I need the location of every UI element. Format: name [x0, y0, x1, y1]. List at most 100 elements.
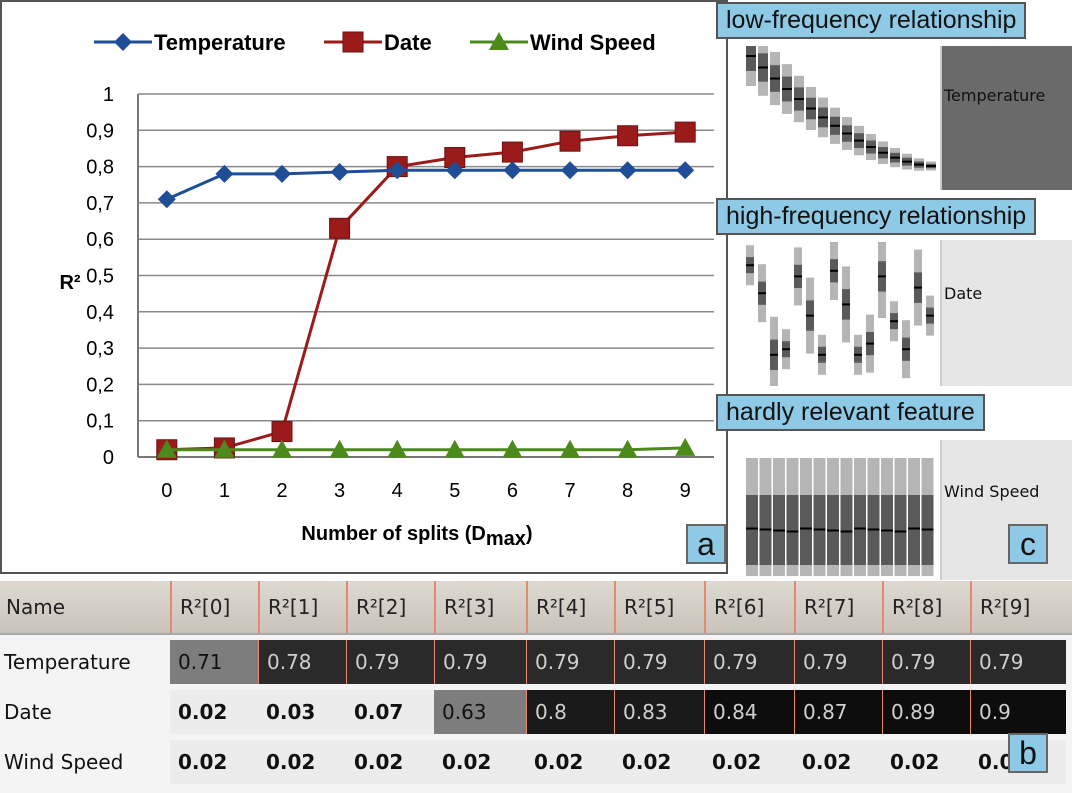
y-tick-label: 1 [103, 84, 114, 106]
data-point [214, 439, 235, 458]
thumb-box [914, 158, 924, 171]
data-point [330, 163, 349, 182]
x-tick-label: 9 [680, 480, 691, 502]
x-tick-label: 7 [564, 480, 575, 502]
data-point [272, 439, 292, 458]
panel-tag-b: b [1008, 733, 1048, 773]
column-header-name[interactable]: Name [6, 595, 66, 619]
value-cell: 0.79 [970, 640, 1066, 684]
panel-tag-c: c [1008, 524, 1048, 564]
thumb-box [902, 320, 910, 379]
data-point [674, 121, 696, 143]
column-header-r2-3[interactable]: R²[3] [434, 581, 526, 633]
column-header-r2-6[interactable]: R²[6] [704, 581, 794, 633]
data-point [559, 130, 581, 152]
value-cell: 0.02 [882, 740, 970, 784]
feature-label-wind-speed: Wind Speed [944, 482, 1040, 501]
value-cell: 0.63 [434, 690, 526, 734]
value-cell: 0.79 [614, 640, 704, 684]
thumb-box [818, 97, 828, 138]
row-name-cell: Date [4, 700, 52, 724]
value-cell: 0.79 [794, 640, 882, 684]
value-cell: 0.78 [258, 640, 346, 684]
thumb-box [926, 161, 936, 171]
value-cell: 0.89 [882, 690, 970, 734]
thumb-box [854, 125, 864, 156]
column-header-r2-8[interactable]: R²[8] [882, 581, 970, 633]
thumb-box [830, 107, 840, 144]
thumb-box [866, 134, 876, 161]
table-row[interactable]: Date 0.02 0.03 0.07 0.63 0.8 0.83 0.84 0.87 0.89 0… [0, 687, 1072, 737]
legend-item: Wind Speed [470, 30, 656, 55]
value-cell: 0.79 [346, 640, 434, 684]
results-table: Name R²[0] R²[1] R²[2] R²[3] R²[4] R²[5]… [0, 581, 1072, 793]
thumb-box [926, 295, 934, 336]
y-tick-label: 0,5 [86, 266, 114, 288]
thumb-box [746, 458, 758, 576]
column-header-r2-9[interactable]: R²[9] [970, 581, 1072, 633]
data-point [675, 437, 696, 456]
data-point [617, 125, 639, 147]
column-header-r2-4[interactable]: R²[4] [526, 581, 614, 633]
data-point [444, 439, 465, 458]
legend-marker [342, 31, 364, 53]
legend-label: Wind Speed [530, 30, 656, 55]
data-point [560, 439, 580, 458]
data-point [445, 161, 464, 180]
value-cell: 0.02 [170, 690, 258, 734]
value-cell: 0.02 [614, 740, 704, 784]
column-header-r2-7[interactable]: R²[7] [794, 581, 882, 633]
thumb-box [867, 458, 880, 576]
data-point [676, 161, 695, 180]
series-temperature [157, 161, 695, 209]
y-tick-label: 0 [103, 447, 114, 469]
data-point [503, 161, 522, 180]
thumb-box [770, 316, 778, 393]
thumb-box [770, 51, 780, 106]
thumb-box-inner [746, 495, 758, 565]
data-point [617, 439, 638, 458]
thumb-box-inner [894, 495, 907, 565]
temperature-boxplot-thumb [746, 26, 936, 171]
column-header-r2-5[interactable]: R²[5] [614, 581, 704, 633]
thumb-box [794, 75, 804, 123]
thumb-box [830, 242, 838, 300]
x-tick-label: 1 [219, 480, 230, 502]
value-cell: 0.87 [794, 690, 882, 734]
x-tick-label: 0 [161, 480, 172, 502]
thumb-box [746, 245, 754, 286]
x-tick-label: 5 [449, 480, 460, 502]
thumb-box [840, 458, 853, 576]
data-point [387, 439, 408, 458]
thumb-box [878, 141, 888, 165]
y-tick-label: 0,8 [86, 157, 114, 179]
value-cell: 0.79 [882, 640, 970, 684]
table-row[interactable]: Wind Speed 0.02 0.02 0.02 0.02 0.02 0.02 0.02 0.… [0, 737, 1072, 787]
value-cell: 0.79 [526, 640, 614, 684]
column-header-r2-0[interactable]: R²[0] [170, 581, 258, 633]
thumb-box [759, 458, 772, 576]
feature-band-temperature: Temperature [940, 46, 1072, 190]
thumb-box [854, 334, 862, 375]
thumb-box-inner [854, 495, 866, 565]
column-header-r2-2[interactable]: R²[2] [346, 581, 434, 633]
table-header-row: Name R²[0] R²[1] R²[2] R²[3] R²[4] R²[5]… [0, 581, 1072, 635]
data-point [215, 164, 234, 183]
value-cell: 0.83 [614, 690, 704, 734]
value-cell: 0.07 [346, 690, 434, 734]
y-tick-label: 0,4 [86, 302, 114, 324]
value-cell: 0.02 [704, 740, 794, 784]
y-tick-label: 0,1 [86, 411, 114, 433]
y-tick-label: 0,7 [86, 193, 114, 215]
data-point [502, 439, 523, 458]
feature-band-date: Date [940, 240, 1072, 386]
value-cell: 0.02 [526, 740, 614, 784]
thumb-box-inner [840, 495, 853, 565]
feature-label-temperature: Temperature [944, 86, 1046, 105]
row-name-cell: Temperature [4, 650, 131, 674]
legend-item: Temperature [94, 30, 286, 55]
data-point [156, 439, 177, 458]
thumb-box [786, 458, 799, 576]
column-header-r2-1[interactable]: R²[1] [258, 581, 346, 633]
table-row[interactable]: Temperature 0.71 0.78 0.79 0.79 0.79 0.79 0.79 0… [0, 637, 1072, 687]
